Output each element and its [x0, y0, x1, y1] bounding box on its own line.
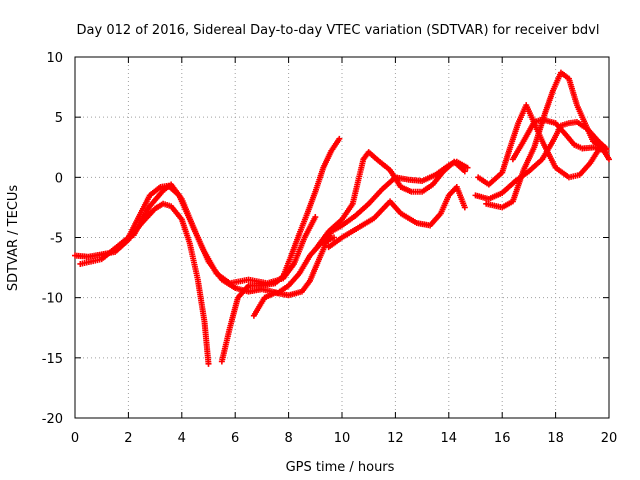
x-tick-label: 12 — [387, 431, 404, 446]
data-point — [606, 156, 612, 163]
grid — [75, 57, 609, 418]
y-tick-label: -10 — [42, 292, 63, 307]
y-tick-label: 0 — [55, 171, 63, 186]
series-track-f — [312, 149, 468, 253]
data-point — [336, 135, 343, 142]
data-point — [205, 360, 212, 367]
y-tick-label: 10 — [46, 51, 63, 66]
data-point — [603, 149, 610, 156]
series-group — [72, 69, 612, 367]
y-tick-label: -20 — [42, 412, 63, 427]
x-tick-label: 18 — [547, 431, 564, 446]
x-tick-label: 20 — [601, 431, 618, 446]
data-point — [461, 204, 468, 211]
x-tick-label: 8 — [284, 431, 292, 446]
series-track-h — [475, 102, 610, 188]
x-axis-label: GPS time / hours — [286, 460, 395, 475]
x-tick-label: 14 — [441, 431, 458, 446]
y-tick-label: -5 — [50, 232, 63, 247]
data-point — [461, 168, 468, 175]
x-tick-label: 6 — [231, 431, 239, 446]
x-tick-label: 16 — [494, 431, 511, 446]
y-tick-label: 5 — [55, 111, 63, 126]
series-track-k — [509, 116, 610, 163]
x-tick-label: 2 — [124, 431, 132, 446]
axis-ticks: 0 2 4 6 8 10 12 14 16 18 20 -20 -15 -10 -5 0 5 10 — [42, 51, 618, 446]
x-tick-label: 4 — [178, 431, 186, 446]
x-tick-label: 10 — [334, 431, 351, 446]
y-tick-label: -15 — [42, 352, 63, 367]
y-axis-label: SDTVAR / TECUs — [6, 185, 21, 292]
series-track-g — [325, 183, 468, 251]
series-track-e — [250, 158, 471, 319]
series-track-j — [483, 69, 612, 211]
data-point — [464, 164, 471, 171]
data-point — [312, 214, 319, 221]
chart-title: Day 012 of 2016, Sidereal Day-to-day VTE… — [77, 23, 600, 38]
x-tick-label: 0 — [71, 431, 79, 446]
data-point — [330, 234, 337, 241]
